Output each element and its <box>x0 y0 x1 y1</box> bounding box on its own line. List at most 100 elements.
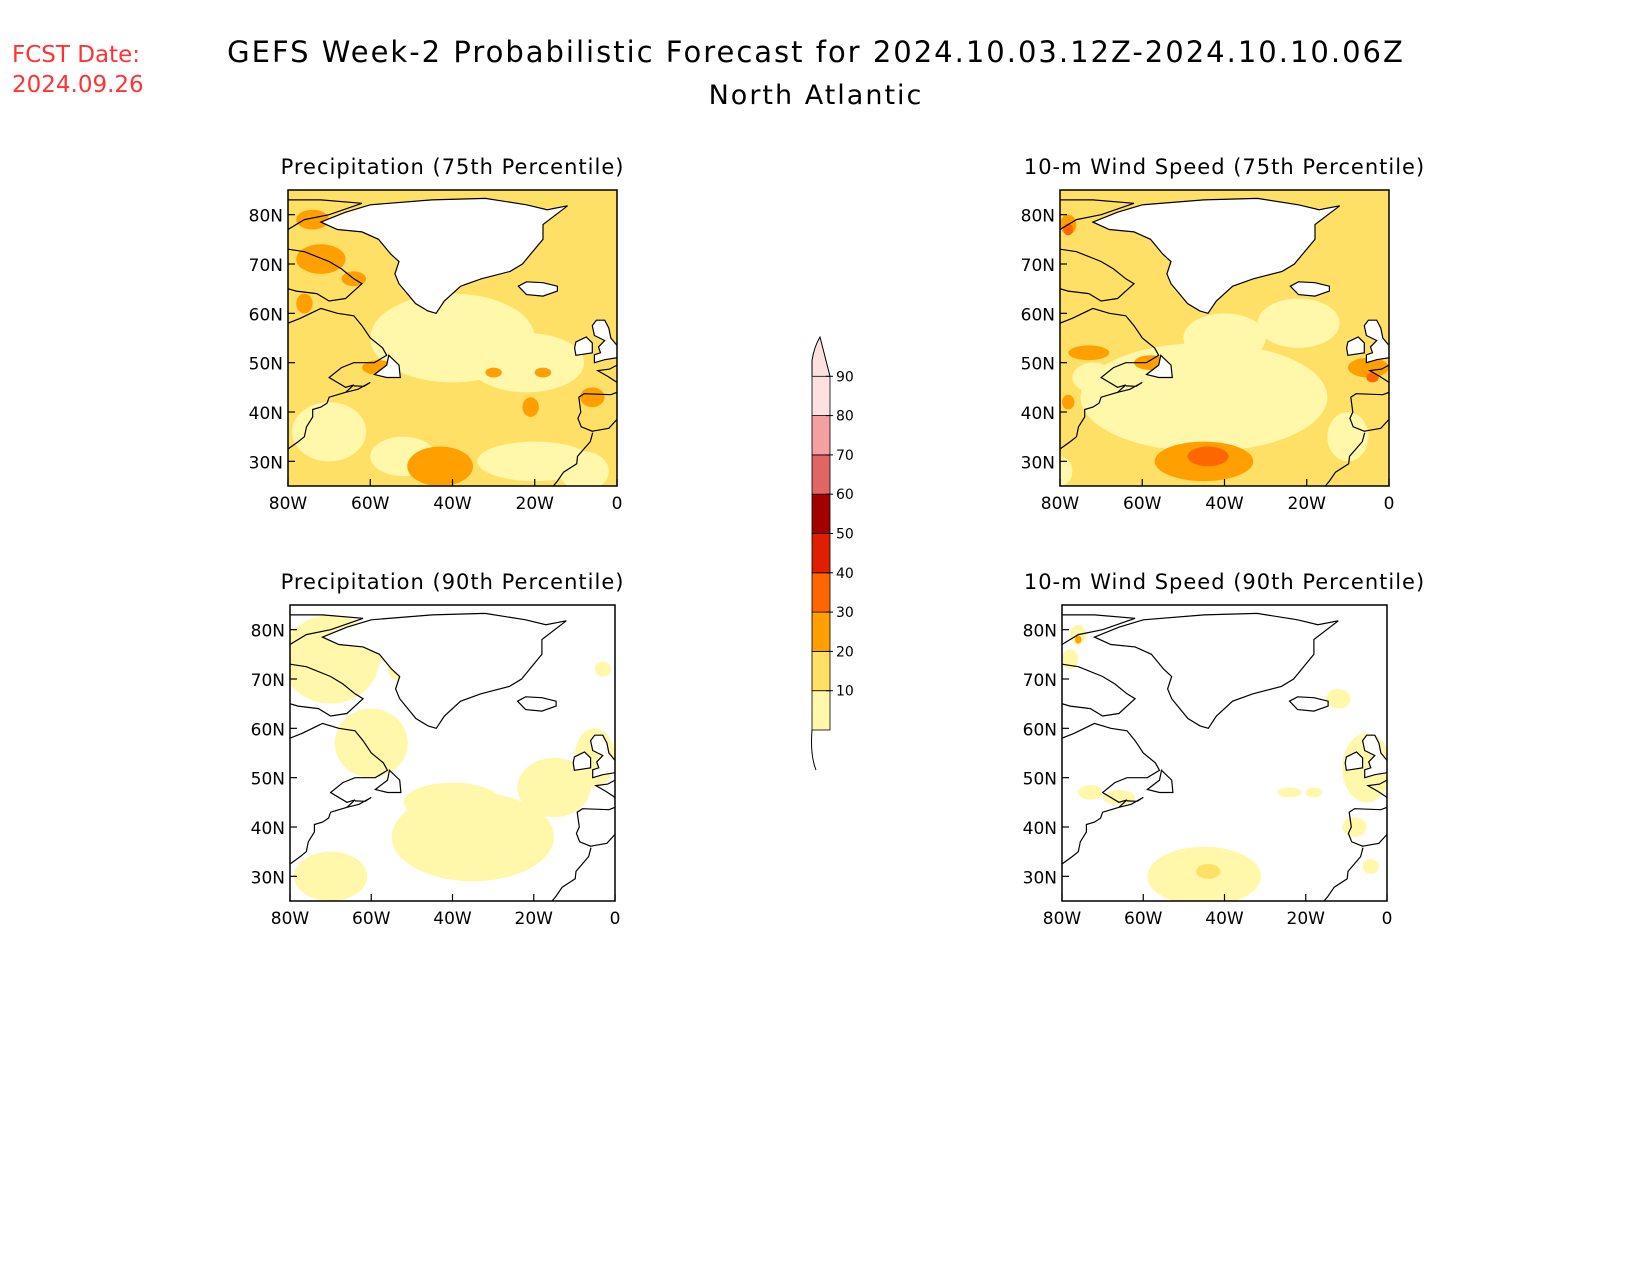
coastline <box>575 806 615 847</box>
coastline <box>288 199 363 231</box>
colorbar-label: 50 <box>836 527 854 543</box>
lon-tick-label: 20W <box>515 909 554 929</box>
coastline <box>1117 381 1143 393</box>
lat-tick-label: 30N <box>249 453 283 473</box>
lat-tick-label: 50N <box>249 355 283 375</box>
colorbar-swatch <box>811 454 831 495</box>
coastline <box>1145 769 1174 794</box>
coastline <box>1060 307 1160 450</box>
coastline <box>345 381 371 393</box>
colorbar-label: 20 <box>836 644 854 660</box>
probability-contour <box>407 446 474 486</box>
colorbar-label: 70 <box>836 448 854 464</box>
probability-contour <box>1068 345 1110 361</box>
lon-tick-label: 40W <box>433 494 472 514</box>
probability-contour <box>1326 688 1351 709</box>
coastlines <box>290 612 615 901</box>
colorbar-label: 40 <box>836 566 854 582</box>
lon-tick-label: 80W <box>1041 494 1080 514</box>
lat-tick-label: 50N <box>1021 355 1055 375</box>
lon-tick-label: 60W <box>1123 494 1162 514</box>
lat-tick-label: 70N <box>251 671 285 691</box>
probability-contour <box>334 708 408 778</box>
map-panels: Precipitation (75th Percentile) 80N 70N 60N… <box>249 155 1425 929</box>
probability-contour <box>1277 787 1302 798</box>
coastline <box>589 734 615 779</box>
probability-contour <box>522 397 539 417</box>
coastline <box>373 354 401 379</box>
lat-tick-label: 30N <box>1023 868 1057 888</box>
coastline <box>517 281 559 297</box>
coastline <box>1060 248 1136 302</box>
probability-contour <box>1075 635 1082 644</box>
coastline <box>1361 734 1387 779</box>
lon-tick-label: 20W <box>1287 909 1326 929</box>
probability-contour <box>517 757 591 818</box>
lat-tick-label: 80N <box>249 207 283 227</box>
coastlines <box>1062 612 1387 901</box>
lat-tick-label: 60N <box>1021 305 1055 325</box>
coastline <box>1060 199 1135 231</box>
probability-contour <box>1294 377 1320 398</box>
coastline <box>1347 806 1387 847</box>
lon-tick-label: 40W <box>1205 494 1244 514</box>
lat-tick-label: 30N <box>251 868 285 888</box>
lat-tick-label: 40N <box>249 404 283 424</box>
coastline <box>290 614 364 646</box>
probability-field <box>1060 190 1389 486</box>
map-panel-wind-90: 10-m Wind Speed (90th Percentile) 80N 70N 6… <box>1023 570 1425 929</box>
panel-title: 10-m Wind Speed (75th Percentile) <box>1024 155 1425 179</box>
coastline <box>1363 319 1389 364</box>
lat-tick-label: 30N <box>1021 453 1055 473</box>
probability-contour <box>579 387 605 408</box>
probability-contour <box>1342 817 1367 837</box>
fcst-date: 2024.09.26 <box>12 72 144 98</box>
probability-contour <box>534 367 552 378</box>
coastline <box>591 319 617 364</box>
probability-contour <box>1366 372 1379 383</box>
lat-tick-label: 40N <box>1021 404 1055 424</box>
main-title: GEFS Week-2 Probabilistic Forecast for 2… <box>227 35 1405 69</box>
coastline <box>572 751 592 771</box>
coastline <box>1062 722 1161 865</box>
probability-contour <box>1347 357 1389 378</box>
probability-contour <box>1063 223 1074 236</box>
lon-tick-label: 40W <box>1205 909 1244 929</box>
coastline <box>1091 197 1341 314</box>
colorbar-swatch <box>811 651 831 692</box>
probability-contour <box>468 333 585 393</box>
colorbar-swatch <box>811 493 831 534</box>
colorbar-swatch <box>811 375 831 416</box>
coastline <box>1366 779 1387 798</box>
probability-contour <box>559 451 609 486</box>
probability-contour <box>1062 394 1075 410</box>
map-panel-precip-90: Precipitation (90th Percentile) 80N 70N 60N… <box>251 570 624 929</box>
probability-contour <box>1062 649 1079 670</box>
lat-tick-label: 80N <box>1021 207 1055 227</box>
coastline <box>288 248 364 302</box>
probability-contour <box>485 367 502 378</box>
coastline <box>577 391 617 432</box>
coastline <box>320 612 567 730</box>
probability-contour <box>1080 342 1328 452</box>
probability-contour <box>296 293 313 314</box>
lat-tick-label: 60N <box>251 720 285 740</box>
coastline <box>1367 364 1389 383</box>
coastline <box>346 796 372 808</box>
probability-contour <box>1187 446 1229 467</box>
lon-tick-label: 60W <box>352 909 391 929</box>
colorbar-label: 10 <box>836 684 854 700</box>
coastline <box>319 197 568 314</box>
colorbar-label: 30 <box>836 605 854 621</box>
colorbar-label: 80 <box>836 409 854 425</box>
colorbar-swatch <box>811 611 831 652</box>
coastline <box>1289 281 1331 297</box>
colorbar-swatch <box>811 690 831 731</box>
coastline <box>595 364 617 383</box>
fcst-label: FCST Date: <box>12 42 140 68</box>
coastlines <box>288 197 617 486</box>
probability-contour <box>1257 298 1340 348</box>
coastline <box>1145 354 1173 379</box>
coastline <box>1345 336 1365 356</box>
lat-tick-label: 60N <box>249 305 283 325</box>
